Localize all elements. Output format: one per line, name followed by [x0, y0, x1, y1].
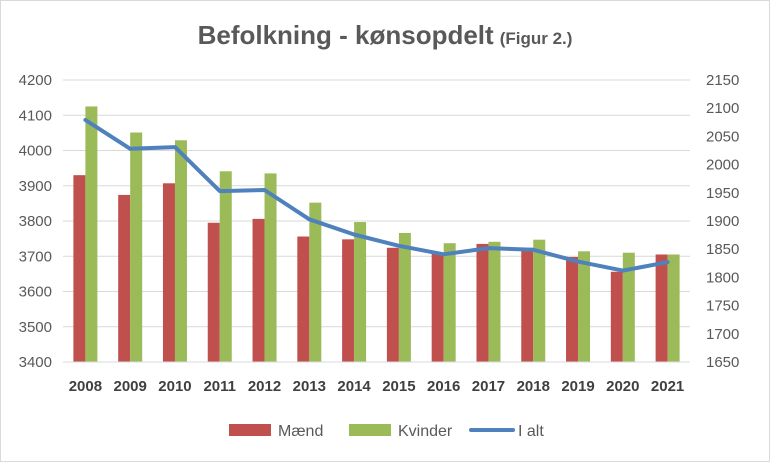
bar-maend [431, 252, 444, 362]
y-right-tick-label: 2100 [706, 100, 739, 117]
y-right-tick-label: 2000 [706, 157, 739, 174]
bar-kvinder [667, 254, 680, 362]
y-right-tick-label: 1700 [706, 326, 739, 343]
y-left-tick-label: 3400 [19, 354, 52, 371]
bar-kvinder [398, 232, 411, 362]
x-tick-label: 2013 [293, 378, 326, 395]
chart-subtitle: (Figur 2.) [499, 29, 573, 48]
bar-maend [297, 236, 310, 362]
bar-kvinder [354, 222, 367, 362]
chart-title-block: Befolkning - kønsopdelt (Figur 2.) [0, 20, 770, 51]
x-tick-label: 2020 [606, 378, 639, 395]
y-right-tick-label: 1800 [706, 269, 739, 286]
y-right-tick-label: 1650 [706, 354, 739, 371]
y-left-tick-label: 3800 [19, 213, 52, 230]
y-right-tick-label: 2150 [706, 72, 739, 89]
line-i-alt [83, 118, 670, 273]
legend-swatch-kvinder [349, 424, 391, 436]
bar-maend [610, 271, 623, 362]
x-tick-label: 2019 [561, 378, 594, 395]
bar-kvinder [85, 106, 98, 362]
y-left-tick-label: 3500 [19, 319, 52, 336]
bar-maend [521, 247, 534, 362]
x-tick-label: 2017 [472, 378, 505, 395]
x-tick-label: 2008 [69, 378, 102, 395]
x-tick-label: 2010 [158, 378, 191, 395]
y-right-tick-label: 1750 [706, 298, 739, 315]
legend-label-i-alt: I alt [518, 423, 544, 440]
bar-maend [476, 243, 489, 362]
x-tick-label: 2014 [337, 378, 371, 395]
bar-maend [342, 239, 355, 362]
legend-label-kvinder: Kvinder [398, 423, 453, 440]
bar-kvinder [533, 239, 546, 362]
y-left-tick-label: 4100 [19, 107, 52, 124]
x-tick-label: 2021 [651, 378, 684, 395]
x-tick-label: 2009 [113, 378, 146, 395]
bar-maend [207, 222, 220, 362]
y-right-tick-label: 1850 [706, 241, 739, 258]
y-left-tick-label: 4200 [19, 72, 52, 89]
bar-kvinder [130, 132, 143, 362]
y-left-tick-label: 3600 [19, 284, 52, 301]
y-right-tick-label: 2050 [706, 128, 739, 145]
bar-kvinder [622, 252, 635, 362]
x-tick-label: 2015 [382, 378, 415, 395]
bar-kvinder [488, 241, 501, 362]
x-tick-label: 2018 [517, 378, 550, 395]
chart-title: Befolkning - kønsopdelt [197, 20, 494, 50]
x-tick-label: 2012 [248, 378, 281, 395]
y-right-tick-label: 1950 [706, 185, 739, 202]
bar-maend [655, 254, 668, 362]
bar-kvinder [309, 202, 322, 362]
bar-maend [73, 175, 86, 362]
y-left-tick-label: 3700 [19, 248, 52, 265]
bar-kvinder [219, 171, 232, 362]
bar-maend [566, 256, 579, 362]
bar-maend [162, 183, 175, 362]
bar-maend [386, 247, 399, 362]
y-left-tick-label: 4000 [19, 143, 52, 160]
bar-kvinder [174, 140, 187, 362]
legend-swatch-maend [229, 424, 271, 436]
legend-label-maend: Mænd [278, 423, 323, 440]
y-right-tick-label: 1900 [706, 213, 739, 230]
x-tick-label: 2011 [203, 378, 236, 395]
bar-maend [252, 218, 265, 362]
x-tick-label: 2016 [427, 378, 460, 395]
bar-kvinder [443, 243, 456, 362]
bar-kvinder [264, 173, 277, 362]
bar-kvinder [578, 251, 591, 362]
bar-maend [118, 194, 131, 362]
y-left-tick-label: 3900 [19, 178, 52, 195]
